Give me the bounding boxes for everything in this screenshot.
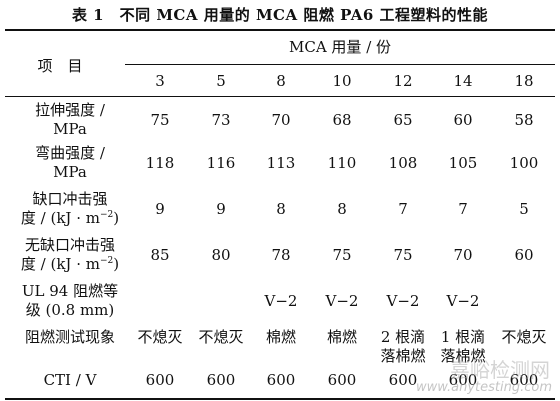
- row-label-line-1: 无缺口冲击强: [24, 236, 115, 254]
- watermark-cn: 嘉峪检测网: [450, 358, 550, 382]
- table-cell: 85: [150, 246, 170, 264]
- column-header: 8: [276, 72, 286, 90]
- cell-line: 1 根滴: [440, 328, 486, 346]
- table-cell: 7: [398, 200, 408, 218]
- unit-text: 度 / (kJ · m: [20, 255, 100, 273]
- table-cell: 600: [327, 371, 357, 389]
- row-label: CTI / V: [5, 371, 135, 390]
- table-cell: 8: [276, 200, 286, 218]
- header-group-rule: [125, 64, 555, 65]
- table-cell: 70: [271, 111, 291, 129]
- unit-close: ): [113, 255, 120, 273]
- table-cell: 58: [514, 111, 534, 129]
- table-title: 表 1 不同 MCA 用量的 MCA 阻燃 PA6 工程塑料的性能: [71, 6, 489, 24]
- row-label-line-1: UL 94 阻燃等: [21, 282, 119, 300]
- table-cell: 65: [393, 111, 413, 129]
- row-label-line-1: 缺口冲击强: [32, 190, 108, 208]
- row-label-line-2: 度 / (kJ · m−2): [5, 209, 135, 228]
- row-label-line-2: 度 / (kJ · m−2): [5, 255, 135, 274]
- header-rule: [5, 96, 555, 97]
- row-label: 弯曲强度 / MPa: [5, 144, 135, 182]
- table-cell: 600: [448, 371, 478, 389]
- table-cell: 600: [388, 371, 418, 389]
- cell-line: 落棉燃: [440, 347, 486, 365]
- table-cell: 棉燃: [265, 328, 296, 346]
- table-cell: 600: [509, 371, 539, 389]
- row-label-line-2: MPa: [53, 120, 87, 138]
- table-cell: V−2: [325, 292, 359, 310]
- table-cell: 80: [211, 246, 231, 264]
- table-cell: 73: [211, 111, 231, 129]
- table-cell: 60: [514, 246, 534, 264]
- row-label: 阻燃测试现象: [5, 328, 135, 347]
- unit-close: ): [113, 209, 120, 227]
- column-header: 14: [453, 72, 473, 90]
- table-cell: V−2: [264, 292, 298, 310]
- header-item: 项 目: [37, 57, 83, 75]
- table-cell: 1 根滴 落棉燃: [433, 328, 493, 366]
- row-label: 无缺口冲击强度 / (kJ · m−2): [5, 236, 135, 274]
- header-group: MCA 用量 / 份: [288, 38, 392, 56]
- table-cell: 70: [453, 246, 473, 264]
- table-cell: 113: [266, 154, 296, 172]
- row-label-line-1: 弯曲强度 /: [35, 144, 105, 162]
- table-cell: 105: [448, 154, 478, 172]
- top-rule: [5, 29, 555, 31]
- table-cell: 75: [150, 111, 170, 129]
- table-cell: 7: [458, 200, 468, 218]
- table-cell: 60: [453, 111, 473, 129]
- table-cell: 2 根滴 落棉燃: [373, 328, 433, 366]
- table-cell: 9: [216, 200, 226, 218]
- table-cell: 100: [509, 154, 539, 172]
- watermark-en: www.anytesting.com: [415, 380, 552, 395]
- table-cell: 75: [332, 246, 352, 264]
- unit-exponent: −2: [99, 210, 114, 220]
- column-header: 10: [332, 72, 352, 90]
- column-header: 12: [393, 72, 413, 90]
- table-cell: 9: [155, 200, 165, 218]
- table-cell: 不熄灭: [198, 328, 244, 346]
- row-label-line-1: 拉伸强度 /: [35, 101, 105, 119]
- table-cell: 600: [206, 371, 236, 389]
- cell-line: 2 根滴: [380, 328, 426, 346]
- table-cell: 108: [388, 154, 418, 172]
- table-cell: 110: [327, 154, 357, 172]
- table-cell: 5: [519, 200, 529, 218]
- row-label-line-2: MPa: [53, 163, 87, 181]
- row-label: UL 94 阻燃等级 (0.8 mm): [5, 282, 135, 320]
- table-cell: 8: [337, 200, 347, 218]
- unit-text: 度 / (kJ · m: [20, 209, 100, 227]
- table-cell: 75: [393, 246, 413, 264]
- table-cell: 棉燃: [326, 328, 357, 346]
- table-cell: 不熄灭: [501, 328, 547, 346]
- row-label-line-2: 级 (0.8 mm): [25, 301, 115, 319]
- bottom-rule: [5, 398, 555, 400]
- unit-exponent: −2: [99, 256, 114, 266]
- table-cell: 600: [145, 371, 175, 389]
- table-cell: V−2: [446, 292, 480, 310]
- table-cell: 78: [271, 246, 291, 264]
- table-cell: 600: [266, 371, 296, 389]
- column-header: 3: [155, 72, 165, 90]
- row-label: 拉伸强度 / MPa: [5, 101, 135, 139]
- table-cell: 118: [145, 154, 175, 172]
- cell-line: 落棉燃: [380, 347, 426, 365]
- row-label: 缺口冲击强度 / (kJ · m−2): [5, 190, 135, 228]
- column-header: 5: [216, 72, 226, 90]
- table-cell: 116: [206, 154, 236, 172]
- row-label-line-1: CTI / V: [43, 371, 97, 389]
- column-header: 18: [514, 72, 534, 90]
- table-cell: 68: [332, 111, 352, 129]
- table-cell: 不熄灭: [137, 328, 183, 346]
- table-cell: V−2: [386, 292, 420, 310]
- row-label-line-1: 阻燃测试现象: [24, 328, 115, 346]
